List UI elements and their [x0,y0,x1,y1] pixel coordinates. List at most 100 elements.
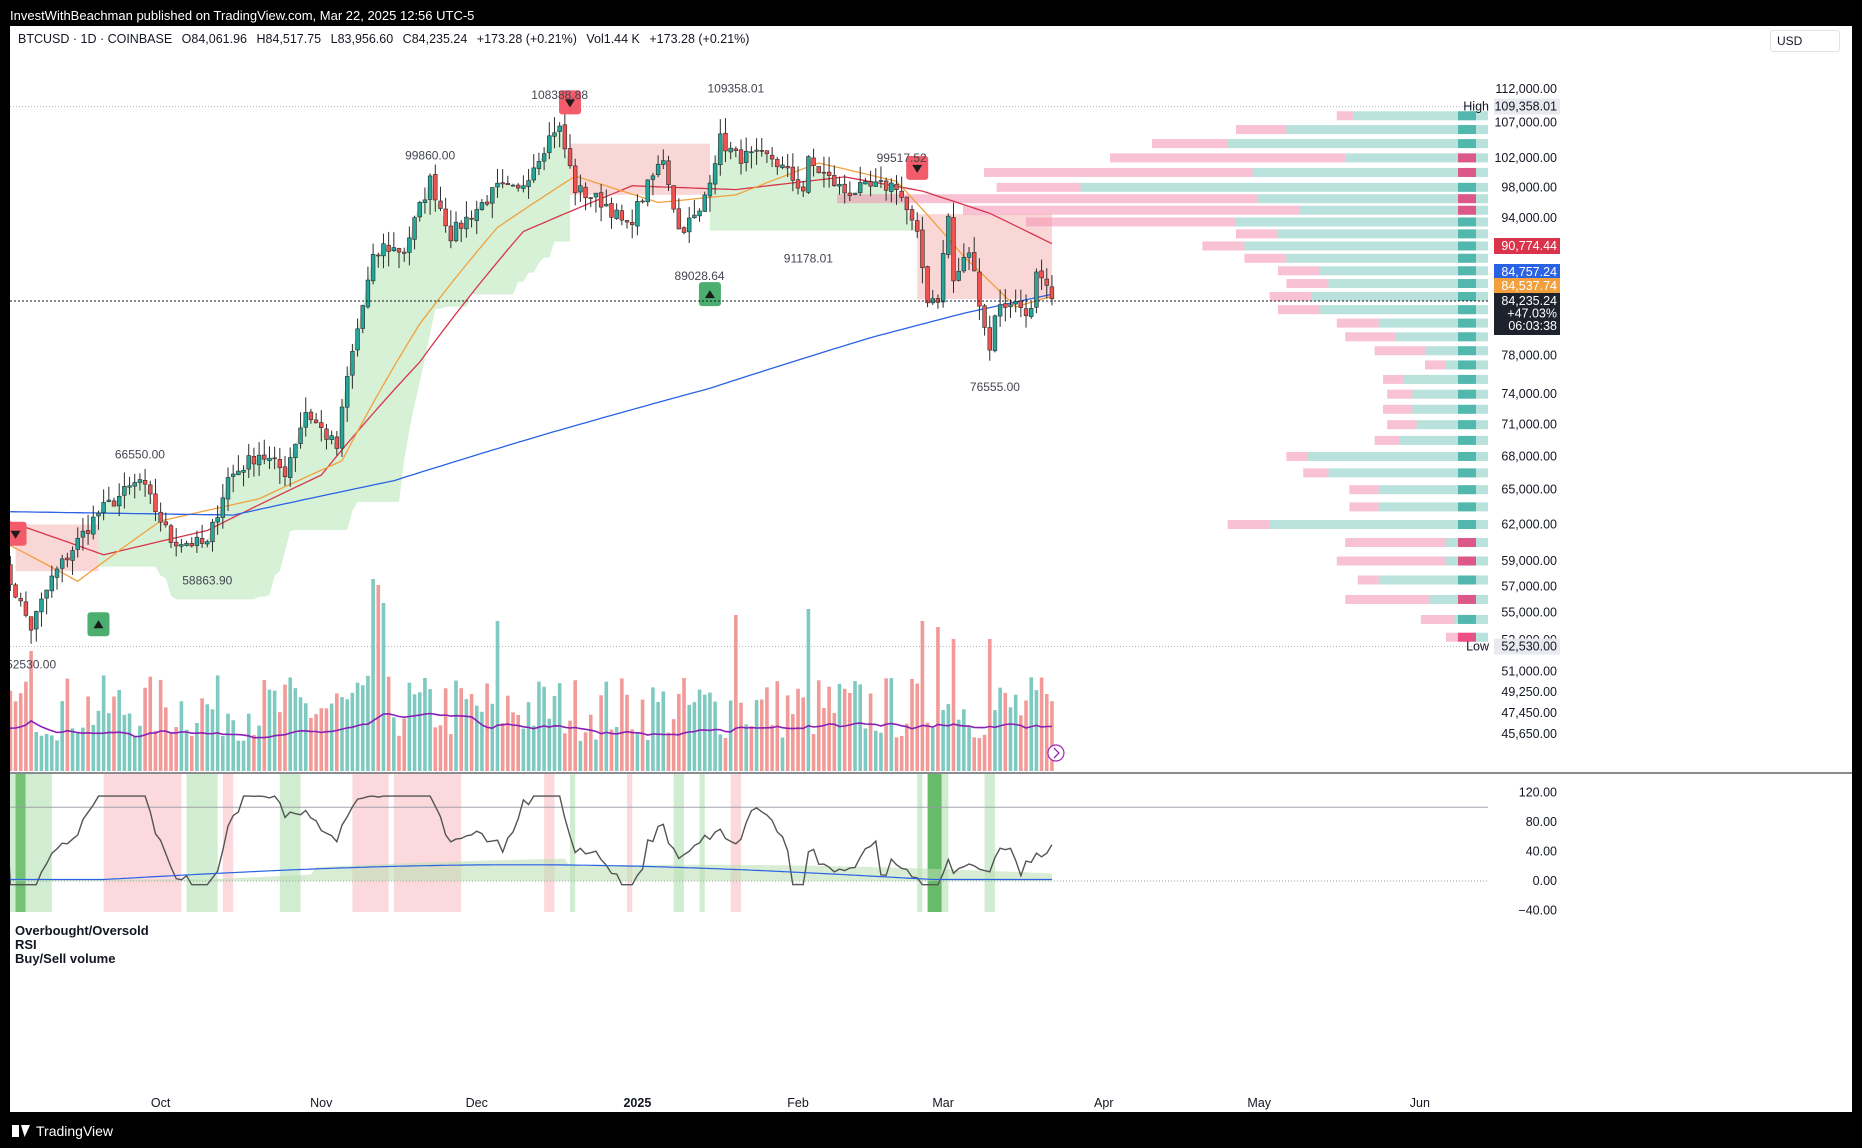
candle-body [630,222,635,226]
candle-body [992,315,998,352]
candle-body [894,183,899,191]
volume-profile-bar-down [984,167,1253,177]
volume-profile-bar-down [1236,125,1287,135]
candle-body [101,502,106,514]
volume-profile-poc [1458,205,1476,215]
candle-body [977,271,982,307]
volume-profile-poc [1458,502,1476,512]
volume-profile-bar-up [1307,451,1488,461]
volume-profile-bar-down [1387,389,1413,399]
candle-body [573,165,578,194]
candle-body [422,199,428,203]
volume-bar [96,710,101,771]
rsi-pane-legend[interactable]: Overbought/Oversold RSI Buy/Sell volume [15,924,149,966]
candle-body [381,243,386,257]
volume-bar [604,681,609,771]
volume-bar [433,727,438,771]
candle-body [997,304,1003,317]
symbol-name[interactable]: BTCUSD · 1D · COINBASE [18,32,173,46]
volume-profile-poc [1458,404,1476,414]
volume-profile-bar-down [1110,153,1346,163]
volume-bar [112,696,116,771]
candle-body [526,180,531,187]
time-axis-tick: 2025 [623,1096,651,1110]
volume-bar [962,709,966,771]
candle-body [1039,270,1044,279]
candle-body [837,183,842,187]
candle-body [1003,303,1008,308]
volume-profile-poc [1458,614,1476,624]
low-value-badge: 52,530.00 [1494,638,1560,655]
ma-red-badge: 90,774.44 [1494,238,1560,254]
chart-area[interactable]: 108388.88 109358.01 99860.00 99517.52 89028.… [10,26,1852,1112]
volume-profile-poc [1458,291,1476,301]
candle-body [759,150,764,152]
volume-bar [848,693,852,771]
price-annotation-label: 58863.90 [182,574,232,588]
volume-profile-poc [1458,519,1476,529]
tradingview-logo-icon [12,1125,30,1137]
volume-bar [827,686,831,771]
volume-profile-bar-up [1311,291,1488,301]
volume-bar [770,725,774,771]
time-axis-tick: Mar [932,1096,954,1110]
volume-bar [993,710,997,771]
volume-bar [842,688,847,771]
rsi-label[interactable]: RSI [15,937,37,952]
volume-profile-bar-up [1378,318,1488,328]
candle-body [334,436,340,449]
volume-bar [1044,694,1049,771]
candle-body [790,166,796,181]
candle-body [282,466,288,478]
volume-profile-bar-up [1320,305,1488,315]
symbol-info-line[interactable]: BTCUSD · 1D · COINBASE O84,061.96 H84,51… [18,32,755,46]
candle-body [604,203,609,207]
rsi-axis-tick: 0.00 [1533,874,1557,888]
tradingview-brand[interactable]: TradingView [12,1123,113,1139]
volume-bar [905,723,909,771]
volume-profile-bar-up [1269,519,1488,529]
volume-bar [24,681,28,771]
volume-bar [625,694,629,771]
chart-canvas[interactable]: 108388.88 109358.01 99860.00 99517.52 89028.… [10,26,1852,1112]
candle-body [785,166,790,169]
volume-bar [651,687,655,771]
volume-bar [853,681,857,771]
overbought-oversold-label[interactable]: Overbought/Oversold [15,923,149,938]
volume-profile-bar-down [1345,538,1446,548]
volume-bar [998,687,1002,771]
price-annotation-label: 52530.00 [10,658,56,672]
candle-body [91,516,96,535]
candle-body [236,470,241,475]
volume-bar [723,738,728,771]
candle-body [687,217,692,233]
candle-body [96,512,101,517]
volume-bar [13,701,18,771]
volume-bar [392,717,396,771]
candle-body [505,183,511,185]
volume-bar [728,700,733,771]
replay-icon[interactable] [1047,744,1065,762]
candle-body [137,479,143,483]
buy-sell-volume-label[interactable]: Buy/Sell volume [15,951,116,966]
volume-bar [858,684,863,771]
candle-body [961,256,967,272]
candle-body [298,427,303,444]
volume-bar [1024,700,1028,771]
currency-button[interactable]: USD [1770,30,1840,52]
volume-bar [920,621,925,771]
volume-bar [588,714,593,771]
volume-value: Vol1.44 K [586,32,640,46]
candle-body [915,220,920,232]
volume-profile-bar-down [1345,594,1430,604]
volume-bar [86,696,90,771]
volume-bar [355,682,360,771]
volume-bar [10,690,13,771]
volume-bar [324,708,329,771]
price-axis-tick: 74,000.00 [1501,387,1557,401]
candle-body [1029,308,1034,317]
price-annotation-label: 108388.88 [531,88,588,102]
volume-bar [127,713,132,771]
rsi-line [10,795,1053,886]
volume-bar [262,680,267,771]
